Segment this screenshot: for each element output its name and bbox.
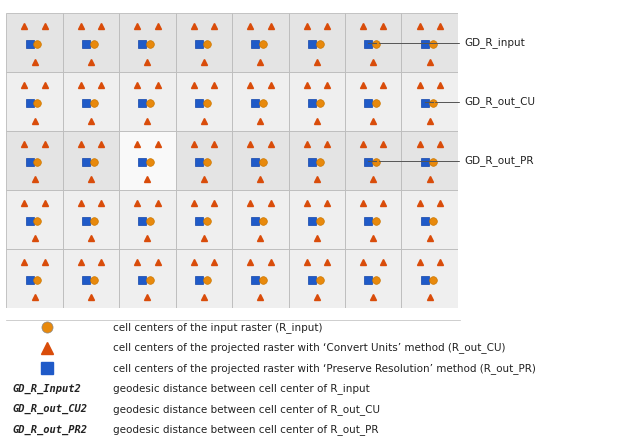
- Bar: [345, 190, 401, 249]
- Bar: [176, 190, 232, 249]
- Bar: [63, 13, 120, 72]
- Text: cell centers of the projected raster with ‘Preserve Resolution’ method (R_out_PR: cell centers of the projected raster wit…: [113, 363, 536, 374]
- Bar: [345, 249, 401, 308]
- Bar: [120, 131, 176, 190]
- Bar: [289, 131, 345, 190]
- Bar: [63, 131, 120, 190]
- Bar: [63, 249, 120, 308]
- Bar: [120, 249, 176, 308]
- Bar: [401, 13, 458, 72]
- Bar: [401, 190, 458, 249]
- Bar: [176, 249, 232, 308]
- Bar: [232, 72, 289, 131]
- Bar: [63, 72, 120, 131]
- Text: geodesic distance between cell center of R_input: geodesic distance between cell center of…: [113, 383, 370, 394]
- Bar: [345, 72, 401, 131]
- Bar: [401, 249, 458, 308]
- Bar: [345, 131, 401, 190]
- Bar: [232, 249, 289, 308]
- Bar: [6, 249, 63, 308]
- Text: geodesic distance between cell center of R_out_PR: geodesic distance between cell center of…: [113, 424, 379, 435]
- Bar: [6, 190, 63, 249]
- Text: GD_R_out_CU: GD_R_out_CU: [435, 96, 536, 107]
- Text: GD_R_out_CU2: GD_R_out_CU2: [13, 404, 88, 414]
- Bar: [6, 131, 63, 190]
- Bar: [63, 190, 120, 249]
- Bar: [289, 190, 345, 249]
- Bar: [232, 13, 289, 72]
- Text: cell centers of the projected raster with ‘Convert Units’ method (R_out_CU): cell centers of the projected raster wit…: [113, 342, 506, 353]
- Text: geodesic distance between cell center of R_out_CU: geodesic distance between cell center of…: [113, 404, 380, 414]
- Bar: [289, 13, 345, 72]
- Bar: [6, 13, 63, 72]
- Bar: [401, 72, 458, 131]
- Bar: [6, 72, 63, 131]
- Bar: [232, 131, 289, 190]
- Bar: [345, 13, 401, 72]
- Bar: [232, 190, 289, 249]
- Text: GD_R_input: GD_R_input: [379, 37, 525, 48]
- Bar: [176, 13, 232, 72]
- Bar: [401, 131, 458, 190]
- Bar: [289, 249, 345, 308]
- Text: GD_R_out_PR: GD_R_out_PR: [379, 155, 534, 166]
- Text: GD_R_Input2: GD_R_Input2: [13, 384, 81, 394]
- Bar: [120, 13, 176, 72]
- Text: cell centers of the input raster (R_input): cell centers of the input raster (R_inpu…: [113, 322, 323, 333]
- Bar: [120, 72, 176, 131]
- Bar: [176, 131, 232, 190]
- Bar: [176, 72, 232, 131]
- Text: GD_R_out_PR2: GD_R_out_PR2: [13, 425, 88, 435]
- Bar: [289, 72, 345, 131]
- Bar: [120, 190, 176, 249]
